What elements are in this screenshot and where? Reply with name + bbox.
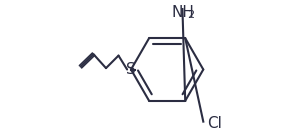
Text: S: S xyxy=(126,62,136,77)
Text: 2: 2 xyxy=(188,10,195,20)
Text: Cl: Cl xyxy=(208,116,222,131)
Text: NH: NH xyxy=(171,5,194,20)
